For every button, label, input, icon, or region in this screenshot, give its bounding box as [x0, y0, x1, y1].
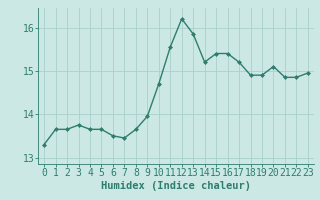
X-axis label: Humidex (Indice chaleur): Humidex (Indice chaleur) [101, 181, 251, 191]
